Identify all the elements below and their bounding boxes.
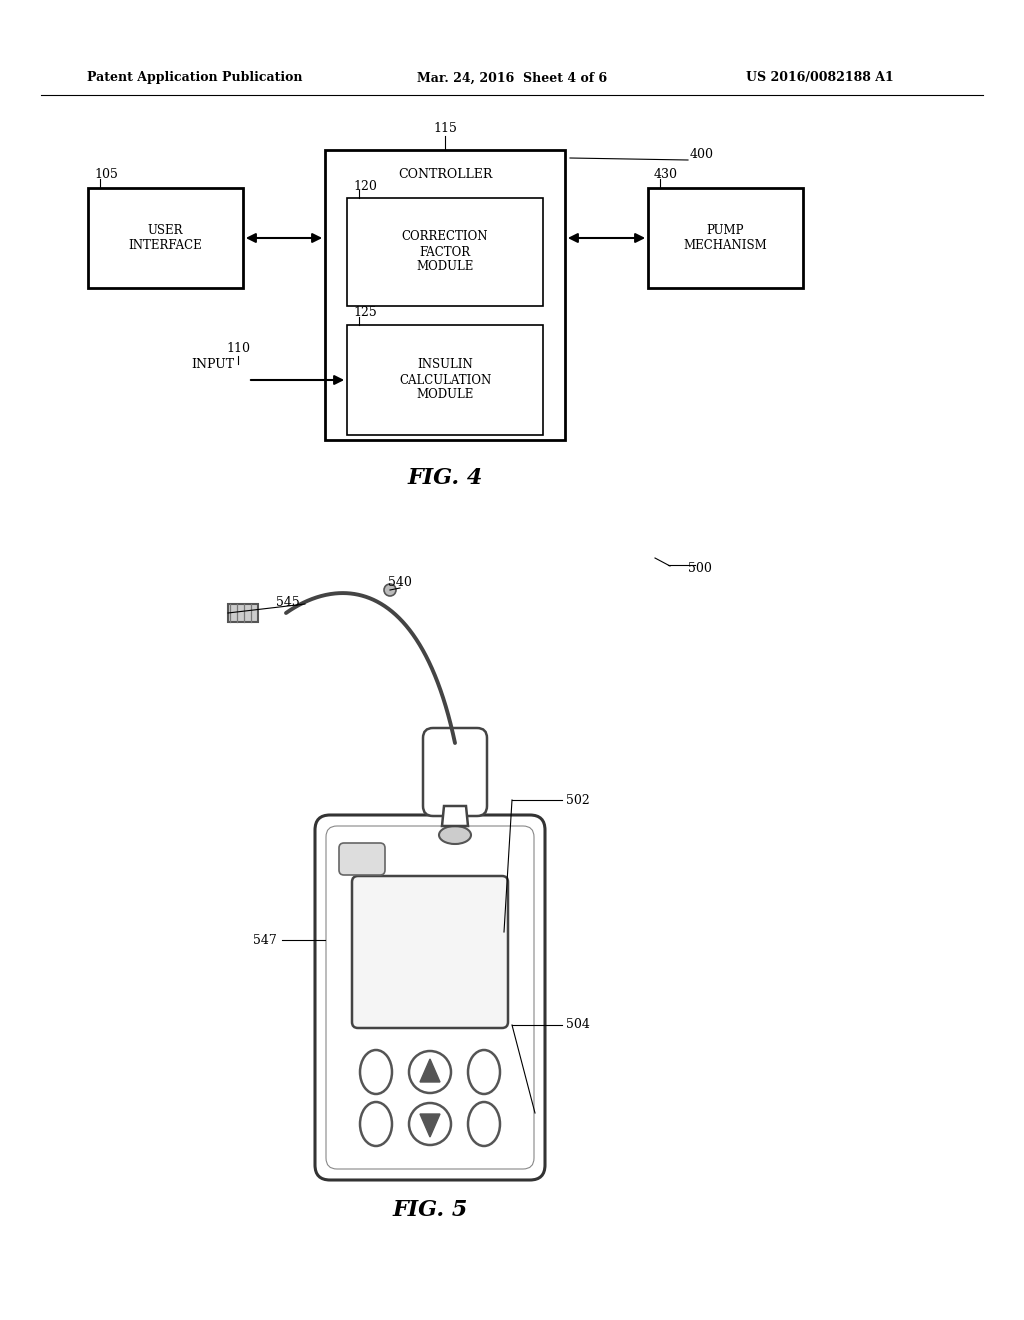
FancyBboxPatch shape	[648, 187, 803, 288]
Polygon shape	[420, 1114, 440, 1137]
Text: 540: 540	[388, 577, 412, 590]
Text: INSULIN
CALCULATION
MODULE: INSULIN CALCULATION MODULE	[399, 359, 492, 401]
Text: FIG. 5: FIG. 5	[392, 1199, 468, 1221]
Text: 115: 115	[433, 121, 457, 135]
FancyBboxPatch shape	[88, 187, 243, 288]
Circle shape	[409, 1104, 451, 1144]
Circle shape	[409, 1051, 451, 1093]
Text: 545: 545	[276, 595, 300, 609]
Text: CORRECTION
FACTOR
MODULE: CORRECTION FACTOR MODULE	[401, 231, 488, 273]
Text: Patent Application Publication: Patent Application Publication	[87, 71, 303, 84]
Text: 120: 120	[353, 180, 377, 193]
Text: 125: 125	[353, 306, 377, 319]
FancyBboxPatch shape	[325, 150, 565, 440]
FancyBboxPatch shape	[423, 729, 487, 816]
Text: Mar. 24, 2016  Sheet 4 of 6: Mar. 24, 2016 Sheet 4 of 6	[417, 71, 607, 84]
Text: PUMP
MECHANISM: PUMP MECHANISM	[683, 224, 767, 252]
Text: 502: 502	[566, 793, 590, 807]
Text: 430: 430	[654, 168, 678, 181]
Ellipse shape	[360, 1102, 392, 1146]
Ellipse shape	[360, 1049, 392, 1094]
Text: INPUT: INPUT	[191, 358, 234, 371]
FancyBboxPatch shape	[347, 325, 543, 436]
FancyBboxPatch shape	[339, 843, 385, 875]
Text: 400: 400	[690, 149, 714, 161]
Text: CONTROLLER: CONTROLLER	[397, 169, 493, 181]
FancyBboxPatch shape	[352, 876, 508, 1028]
Polygon shape	[420, 1059, 440, 1082]
FancyBboxPatch shape	[347, 198, 543, 306]
Text: USER
INTERFACE: USER INTERFACE	[128, 224, 202, 252]
Polygon shape	[442, 807, 468, 826]
Text: 500: 500	[688, 561, 712, 574]
Ellipse shape	[468, 1049, 500, 1094]
Text: 504: 504	[566, 1019, 590, 1031]
Ellipse shape	[439, 826, 471, 843]
Circle shape	[384, 583, 396, 597]
Text: 547: 547	[253, 933, 276, 946]
Text: US 2016/0082188 A1: US 2016/0082188 A1	[746, 71, 894, 84]
FancyBboxPatch shape	[326, 826, 534, 1170]
Text: 105: 105	[94, 168, 118, 181]
Ellipse shape	[468, 1102, 500, 1146]
FancyBboxPatch shape	[228, 605, 258, 622]
Text: FIG. 4: FIG. 4	[408, 467, 482, 488]
FancyBboxPatch shape	[315, 814, 545, 1180]
Text: 110: 110	[226, 342, 250, 355]
